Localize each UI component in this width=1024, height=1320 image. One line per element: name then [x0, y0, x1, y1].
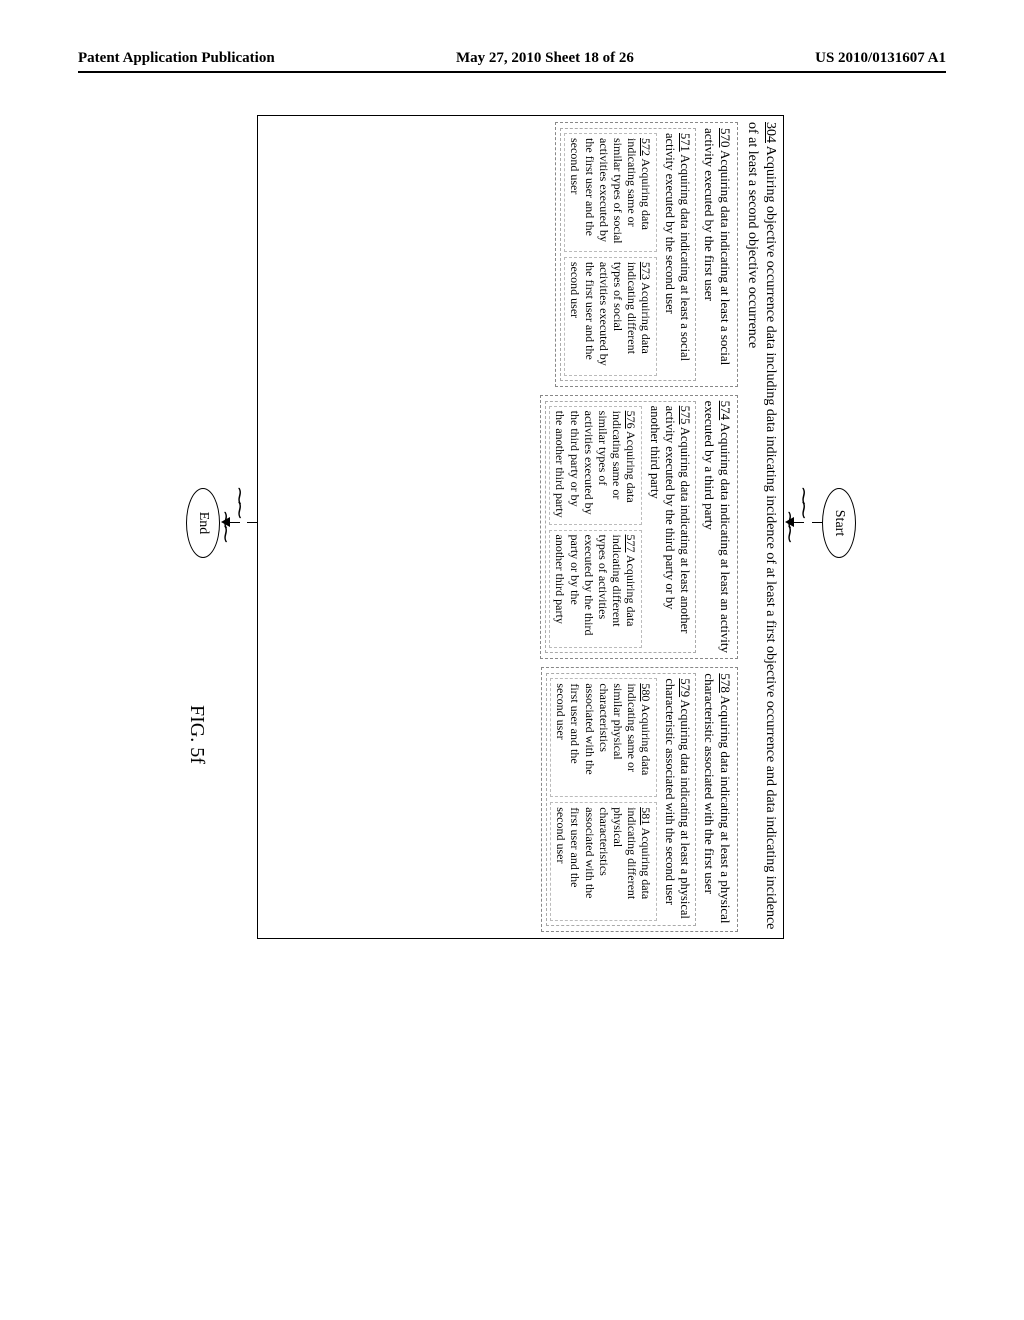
box-574: 574 Acquiring data indicating at least a… [540, 395, 738, 660]
arrow-into-box [785, 517, 794, 527]
box-577: 577 Acquiring data indicating different … [549, 530, 642, 649]
box-570: 570 Acquiring data indicating at least a… [555, 122, 738, 387]
start-label: Start [832, 510, 847, 536]
box-575: 575 Acquiring data indicating at least a… [545, 401, 696, 654]
step-304-text: 304 Acquiring objective occurrence data … [744, 122, 779, 932]
page-header: Patent Application Publication May 27, 2… [78, 50, 946, 73]
box-580: 580 Acquiring data indicating same or si… [550, 678, 657, 797]
header-mid: May 27, 2010 Sheet 18 of 26 [456, 50, 634, 67]
connector [810, 522, 822, 523]
box-573: 573 Acquiring data indicating different … [564, 257, 657, 376]
box-572: 572 Acquiring data indicating same or si… [564, 133, 657, 252]
header-left: Patent Application Publication [78, 50, 275, 67]
connector-out [245, 522, 257, 523]
start-terminal: Start [822, 488, 856, 558]
header-right: US 2010/0131607 A1 [815, 50, 946, 67]
box-571: 571 Acquiring data indicating at least a… [560, 128, 696, 381]
step-304-box: 304 Acquiring objective occurrence data … [257, 115, 784, 939]
box-576: 576 Acquiring data indicating same or si… [549, 406, 642, 525]
figure-label: FIG. 5f [185, 705, 208, 764]
end-label: End [196, 512, 211, 535]
box-581: 581 Acquiring data indicating different … [550, 802, 657, 921]
box-579: 579 Acquiring data indicating at least a… [546, 673, 696, 926]
box-578: 578 Acquiring data indicating at least a… [541, 667, 738, 932]
end-terminal: End [186, 488, 220, 558]
arrow-to-end [221, 517, 230, 527]
